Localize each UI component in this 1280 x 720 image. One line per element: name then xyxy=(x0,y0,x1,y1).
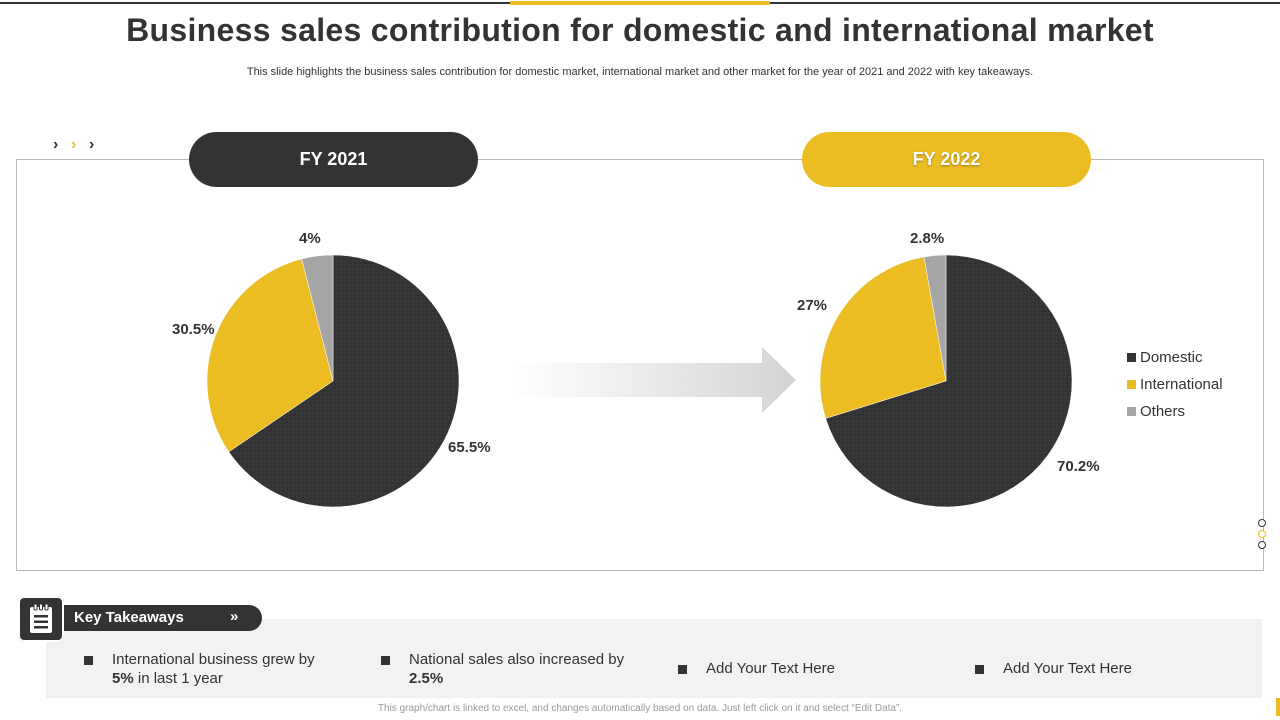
pie-slice-domestic xyxy=(228,254,460,508)
label-2021-others: 4% xyxy=(299,230,321,247)
label-2021-domestic: 65.5% xyxy=(448,439,491,456)
bullet-icon xyxy=(678,665,687,674)
chevron-right-icon: › xyxy=(71,136,77,153)
label-2022-domestic: 70.2% xyxy=(1057,458,1100,475)
pie-slice-others xyxy=(301,254,334,382)
takeaway-value: 2.5% xyxy=(409,670,444,687)
fy2021-pill: FY 2021 xyxy=(189,132,478,187)
takeaway-text: National sales also increased by xyxy=(409,651,625,668)
chart-legend: Domestic International Others xyxy=(1127,344,1223,425)
label-2022-others: 2.8% xyxy=(910,230,945,247)
legend-item-international: International xyxy=(1127,371,1223,398)
chevron-right-icon: › xyxy=(89,136,95,153)
slide-dots xyxy=(1258,519,1266,552)
chevron-right-icon: › xyxy=(53,136,59,153)
top-rule-accent xyxy=(510,1,770,5)
takeaway-item: Add Your Text Here xyxy=(975,659,1235,678)
pie-slice-international xyxy=(206,258,334,453)
dot-icon xyxy=(1258,530,1266,538)
transition-arrow xyxy=(505,347,796,413)
double-chevron-right-icon: » xyxy=(230,608,239,625)
legend-swatch-international xyxy=(1127,380,1136,389)
notepad-icon xyxy=(18,596,64,642)
pie-fy2022 xyxy=(819,254,1073,508)
takeaway-text: International business grew by xyxy=(112,651,315,668)
pie-slice-international xyxy=(819,256,947,419)
corner-accent xyxy=(1276,698,1280,716)
takeaway-text: Add Your Text Here xyxy=(1003,660,1132,677)
legend-label: International xyxy=(1140,376,1223,393)
dot-icon xyxy=(1258,541,1266,549)
footer-note: This graph/chart is linked to excel, and… xyxy=(377,703,903,714)
dot-icon xyxy=(1258,519,1266,527)
legend-label: Domestic xyxy=(1140,349,1203,366)
chart-frame xyxy=(16,159,1264,571)
takeaway-item: National sales also increased by 2.5% xyxy=(381,650,651,688)
takeaway-item: International business grew by 5% in las… xyxy=(84,650,344,688)
takeaway-tail: in last 1 year xyxy=(133,670,223,687)
legend-item-domestic: Domestic xyxy=(1127,344,1223,371)
takeaway-value: 5% xyxy=(112,670,134,687)
label-2021-international: 30.5% xyxy=(172,321,215,338)
legend-label: Others xyxy=(1140,403,1186,420)
takeaway-item: Add Your Text Here xyxy=(678,659,938,678)
page-title: Business sales contribution for domestic… xyxy=(126,12,1154,48)
bullet-icon xyxy=(975,665,984,674)
legend-swatch-others xyxy=(1127,407,1136,416)
bullet-icon xyxy=(84,656,93,665)
pie-slice-others xyxy=(923,254,947,382)
legend-swatch-domestic xyxy=(1127,353,1136,362)
page-subtitle: This slide highlights the business sales… xyxy=(246,66,1034,78)
fy2022-pill: FY 2022 xyxy=(802,132,1091,187)
label-2022-international: 27% xyxy=(797,297,828,314)
takeaways-header xyxy=(40,605,262,631)
legend-item-others: Others xyxy=(1127,398,1223,425)
pie-slice-domestic xyxy=(825,254,1073,508)
takeaways-heading: Key Takeaways xyxy=(74,609,184,626)
bullet-icon xyxy=(381,656,390,665)
pie-fy2021 xyxy=(206,254,460,508)
takeaway-text: Add Your Text Here xyxy=(706,660,835,677)
takeaways-panel xyxy=(46,619,1262,698)
